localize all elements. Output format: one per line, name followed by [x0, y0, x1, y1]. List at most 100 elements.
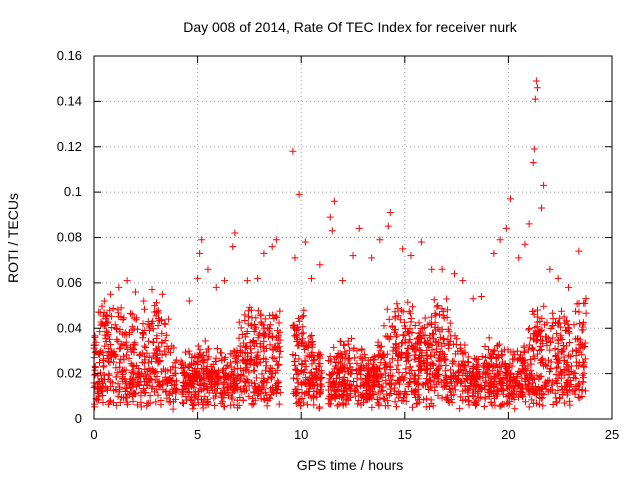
noise-point [441, 367, 449, 375]
noise-point [578, 392, 586, 400]
noise-point [133, 401, 141, 409]
noise-point [358, 354, 366, 362]
noise-point [259, 330, 267, 338]
noise-point [261, 396, 269, 404]
noise-point [294, 342, 302, 350]
noise-point [151, 302, 159, 310]
data-point [575, 247, 583, 255]
noise-point [551, 345, 559, 353]
noise-point [359, 391, 367, 399]
data-point [530, 145, 538, 153]
noise-point [95, 359, 103, 367]
noise-point [569, 347, 577, 355]
noise-point [109, 358, 117, 366]
noise-point [224, 361, 232, 369]
noise-point [117, 355, 125, 363]
noise-point [416, 351, 424, 359]
noise-point [379, 394, 387, 402]
noise-point [243, 328, 251, 336]
noise-point [418, 381, 426, 389]
noise-point [518, 374, 526, 382]
noise-point [542, 382, 550, 390]
noise-point [384, 333, 392, 341]
noise-point [504, 369, 512, 377]
noise-point [574, 380, 582, 388]
noise-point [99, 349, 107, 357]
noise-point [511, 385, 519, 393]
data-point [531, 95, 539, 103]
noise-point [496, 367, 504, 375]
noise-point [562, 366, 570, 374]
noise-point [438, 342, 446, 350]
noise-point [264, 397, 272, 405]
noise-point [340, 374, 348, 382]
noise-point [230, 401, 238, 409]
noise-point [245, 392, 253, 400]
noise-point [482, 377, 490, 385]
noise-point [91, 403, 99, 411]
noise-point [262, 345, 270, 353]
noise-point [326, 375, 334, 383]
noise-point [161, 320, 169, 328]
axis-ticks [93, 55, 613, 420]
noise-point [222, 370, 230, 378]
noise-point [265, 333, 273, 341]
noise-point [383, 350, 391, 358]
noise-point [294, 398, 302, 406]
noise-point [130, 362, 138, 370]
noise-point [250, 388, 258, 396]
noise-point [492, 360, 500, 368]
noise-point [521, 366, 529, 374]
noise-point [310, 401, 318, 409]
noise-point [538, 394, 546, 402]
noise-point [471, 398, 479, 406]
noise-point [248, 379, 256, 387]
x-tick-label: 20 [501, 427, 515, 442]
noise-point [549, 400, 557, 408]
noise-point [105, 348, 113, 356]
noise-point [551, 319, 559, 327]
data-points [90, 77, 590, 413]
noise-point [383, 305, 391, 313]
noise-point [238, 388, 246, 396]
noise-point [397, 306, 405, 314]
noise-point [451, 386, 459, 394]
x-tick-label: 10 [294, 427, 308, 442]
noise-point [168, 389, 176, 397]
noise-point [148, 317, 156, 325]
noise-point [417, 324, 425, 332]
data-point [515, 254, 523, 262]
noise-point [473, 400, 481, 408]
noise-point [481, 395, 489, 403]
noise-point [329, 370, 337, 378]
noise-point [420, 323, 428, 331]
noise-point [242, 342, 250, 350]
noise-point [325, 400, 333, 408]
noise-point [199, 400, 207, 408]
noise-point [549, 378, 557, 386]
noise-point [275, 319, 283, 327]
data-point [96, 308, 104, 316]
noise-point [579, 318, 587, 326]
noise-point [295, 317, 303, 325]
noise-point [209, 361, 217, 369]
noise-point [107, 341, 115, 349]
noise-point [178, 364, 186, 372]
noise-point [516, 354, 524, 362]
noise-point [465, 401, 473, 409]
y-tick-label: 0.14 [57, 93, 82, 108]
noise-point [421, 365, 429, 373]
noise-point [411, 371, 419, 379]
noise-point [247, 349, 255, 357]
noise-point [151, 376, 159, 384]
noise-point [499, 382, 507, 390]
noise-point [246, 303, 254, 311]
noise-point [525, 380, 533, 388]
noise-point [403, 357, 411, 365]
data-point [91, 333, 99, 341]
noise-point [156, 382, 164, 390]
noise-point [542, 333, 550, 341]
noise-point [444, 306, 452, 314]
noise-point [575, 341, 583, 349]
noise-point [345, 384, 353, 392]
